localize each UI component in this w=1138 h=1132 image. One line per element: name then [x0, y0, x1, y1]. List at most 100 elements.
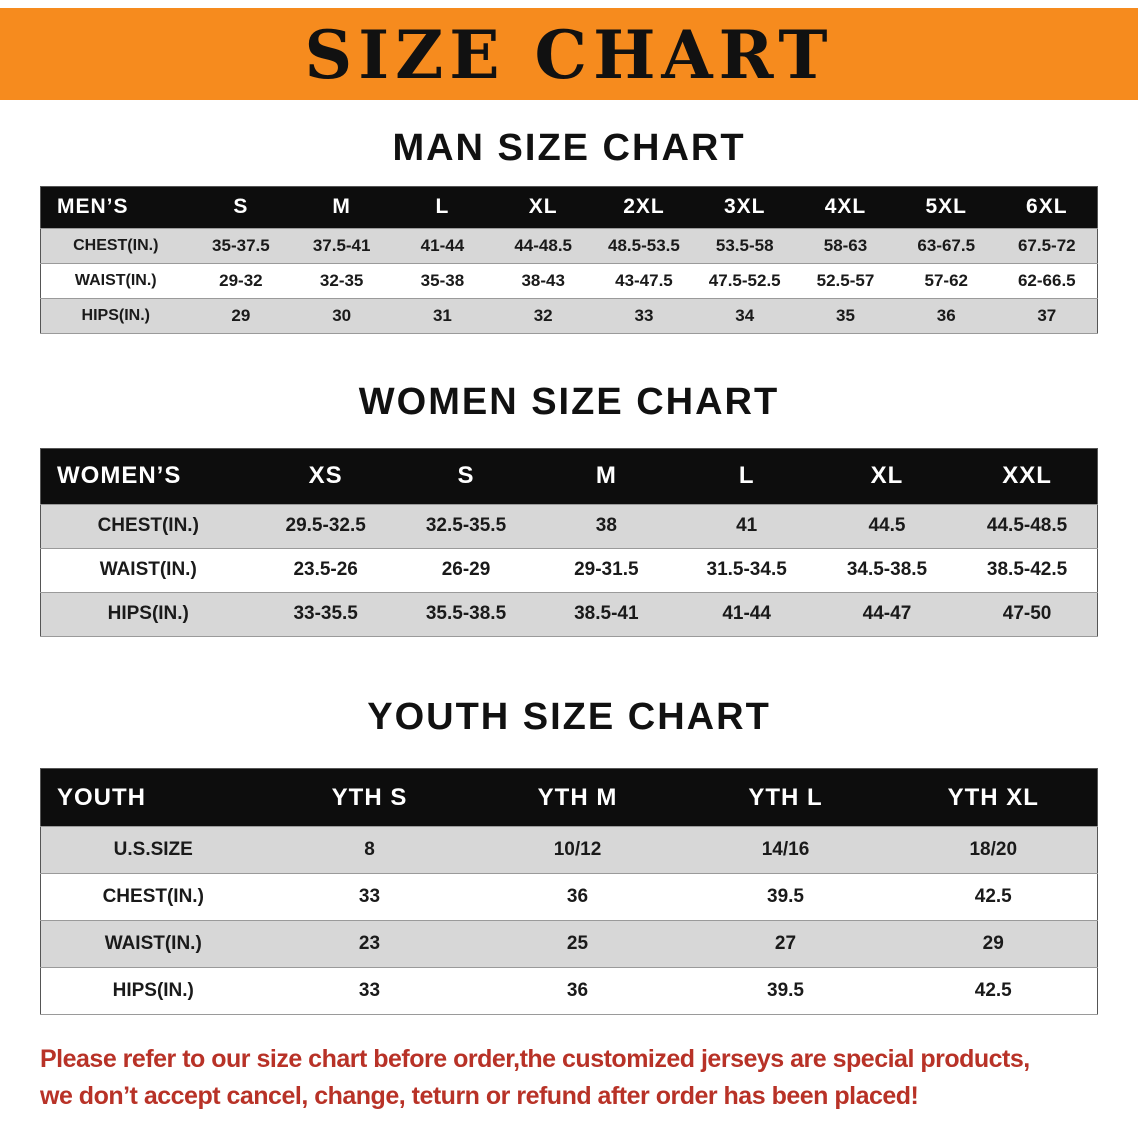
value-cell: 14/16: [681, 826, 890, 875]
disclaimer: Please refer to our size chart before or…: [40, 1041, 1098, 1114]
value-cell: 35.5-38.5: [395, 591, 537, 637]
value-cell: 29-32: [190, 262, 292, 299]
table-row: HIPS(IN.) 33 36 39.5 42.5: [40, 967, 1098, 1016]
size-column-header: YTH S: [265, 768, 474, 827]
value-cell: 38: [536, 503, 677, 549]
value-cell: 62-66.5: [996, 262, 1098, 299]
size-column-header: YTH L: [681, 768, 890, 827]
value-cell: 25: [473, 920, 682, 969]
value-cell: 30: [291, 297, 393, 334]
disclaimer-line-2: we don’t accept cancel, change, teturn o…: [40, 1081, 919, 1110]
value-cell: 33-35.5: [255, 591, 396, 637]
value-cell: 42.5: [889, 873, 1098, 922]
value-cell: 37.5-41: [291, 227, 393, 264]
row-label-cell: HIPS(IN.): [40, 297, 191, 334]
value-cell: 33: [593, 297, 695, 334]
value-cell: 35: [795, 297, 896, 334]
value-cell: 29.5-32.5: [255, 503, 396, 549]
value-cell: 35-38: [392, 262, 493, 299]
men-table-wrap: MEN’S S M L XL 2XL 3XL 4XL 5XL 6XL CHEST(IN.) 35-37…: [40, 185, 1098, 334]
value-cell: 33: [265, 967, 474, 1016]
size-column-header: 2XL: [593, 186, 695, 229]
size-column-header: L: [676, 448, 817, 505]
value-cell: 26-29: [395, 547, 537, 593]
youth-size-table: YOUTH YTH S YTH M YTH L YTH XL U.S.SIZE 8 10/12…: [40, 768, 1098, 1016]
size-column-header: XS: [255, 448, 396, 505]
value-cell: 36: [473, 967, 682, 1016]
value-cell: 34: [694, 297, 796, 334]
table-row: U.S.SIZE 8 10/12 14/16 18/20: [40, 826, 1098, 875]
row-label-cell: CHEST(IN.): [40, 873, 266, 922]
row-label-cell: U.S.SIZE: [40, 826, 266, 875]
value-cell: 8: [265, 826, 474, 875]
value-cell: 39.5: [681, 967, 890, 1016]
table-title-cell: WOMEN’S: [40, 448, 256, 505]
value-cell: 34.5-38.5: [816, 547, 958, 593]
value-cell: 31.5-34.5: [676, 547, 817, 593]
value-cell: 44.5-48.5: [957, 503, 1098, 549]
size-column-header: 6XL: [996, 186, 1098, 229]
youth-size-section: YOUTH SIZE CHART YOUTH YTH S YTH M YTH L YTH…: [0, 695, 1138, 1016]
women-size-section: WOMEN SIZE CHART WOMEN’S XS S M L XL XXL CHEST(…: [0, 381, 1138, 637]
table-row: WAIST(IN.) 23.5-26 26-29 29-31.5 31.5-34.5 34…: [40, 547, 1098, 593]
value-cell: 43-47.5: [593, 262, 695, 299]
value-cell: 10/12: [473, 826, 682, 875]
table-row: WAIST(IN.) 23 25 27 29: [40, 920, 1098, 969]
value-cell: 29-31.5: [536, 547, 677, 593]
value-cell: 44-47: [816, 591, 958, 637]
value-cell: 38-43: [492, 262, 594, 299]
row-label-cell: HIPS(IN.): [40, 967, 266, 1016]
row-label-cell: WAIST(IN.): [40, 262, 191, 299]
women-size-table: WOMEN’S XS S M L XL XXL CHEST(IN.) 29.5-32.5 32.5…: [40, 447, 1098, 637]
value-cell: 23: [265, 920, 474, 969]
size-column-header: YTH XL: [889, 768, 1098, 827]
youth-table-wrap: YOUTH YTH S YTH M YTH L YTH XL U.S.SIZE 8 10/12…: [40, 768, 1098, 1016]
value-cell: 57-62: [895, 262, 997, 299]
value-cell: 38.5-41: [536, 591, 677, 637]
size-column-header: S: [190, 186, 292, 229]
value-cell: 58-63: [795, 227, 896, 264]
value-cell: 41-44: [676, 591, 817, 637]
value-cell: 52.5-57: [795, 262, 896, 299]
value-cell: 32: [492, 297, 594, 334]
value-cell: 18/20: [889, 826, 1098, 875]
value-cell: 32.5-35.5: [395, 503, 537, 549]
youth-section-heading: YOUTH SIZE CHART: [367, 695, 771, 738]
value-cell: 37: [996, 297, 1098, 334]
size-column-header: XL: [492, 186, 594, 229]
value-cell: 44-48.5: [492, 227, 594, 264]
size-column-header: M: [291, 186, 393, 229]
table-title-cell: YOUTH: [40, 768, 266, 827]
men-size-table: MEN’S S M L XL 2XL 3XL 4XL 5XL 6XL CHEST(IN.) 35-37…: [40, 185, 1098, 334]
size-column-header: 5XL: [895, 186, 997, 229]
table-row: CHEST(IN.) 33 36 39.5 42.5: [40, 873, 1098, 922]
men-size-section: MAN SIZE CHART MEN’S S M L XL 2XL 3XL 4XL 5XL 6XL…: [0, 127, 1138, 334]
banner: SIZE CHART: [0, 8, 1138, 100]
disclaimer-line-1: Please refer to our size chart before or…: [40, 1045, 1030, 1074]
size-column-header: YTH M: [473, 768, 682, 827]
table-row: CHEST(IN.) 35-37.5 37.5-41 41-44 44-48.5 48.5…: [40, 227, 1098, 264]
value-cell: 38.5-42.5: [957, 547, 1098, 593]
value-cell: 44.5: [816, 503, 958, 549]
table-row: HIPS(IN.) 29 30 31 32 33 34 35 36 37: [40, 297, 1098, 334]
value-cell: 48.5-53.5: [593, 227, 695, 264]
row-label-cell: HIPS(IN.): [40, 591, 256, 637]
value-cell: 29: [190, 297, 292, 334]
size-column-header: XXL: [957, 448, 1098, 505]
men-section-heading: MAN SIZE CHART: [392, 127, 746, 169]
size-column-header: S: [395, 448, 537, 505]
value-cell: 27: [681, 920, 890, 969]
value-cell: 33: [265, 873, 474, 922]
table-header-row: YOUTH YTH S YTH M YTH L YTH XL: [40, 768, 1098, 827]
row-label-cell: WAIST(IN.): [40, 920, 266, 969]
value-cell: 36: [473, 873, 682, 922]
size-column-header: 3XL: [694, 186, 796, 229]
value-cell: 29: [889, 920, 1098, 969]
value-cell: 63-67.5: [895, 227, 997, 264]
size-chart-infographic: SIZE CHART MAN SIZE CHART MEN’S S M L XL 2XL 3…: [0, 8, 1138, 1132]
size-column-header: L: [392, 186, 493, 229]
table-row: HIPS(IN.) 33-35.5 35.5-38.5 38.5-41 41-44 44-…: [40, 591, 1098, 637]
table-row: WAIST(IN.) 29-32 32-35 35-38 38-43 43-47.5 47.…: [40, 262, 1098, 299]
table-header-row: WOMEN’S XS S M L XL XXL: [40, 448, 1098, 505]
size-column-header: 4XL: [795, 186, 896, 229]
